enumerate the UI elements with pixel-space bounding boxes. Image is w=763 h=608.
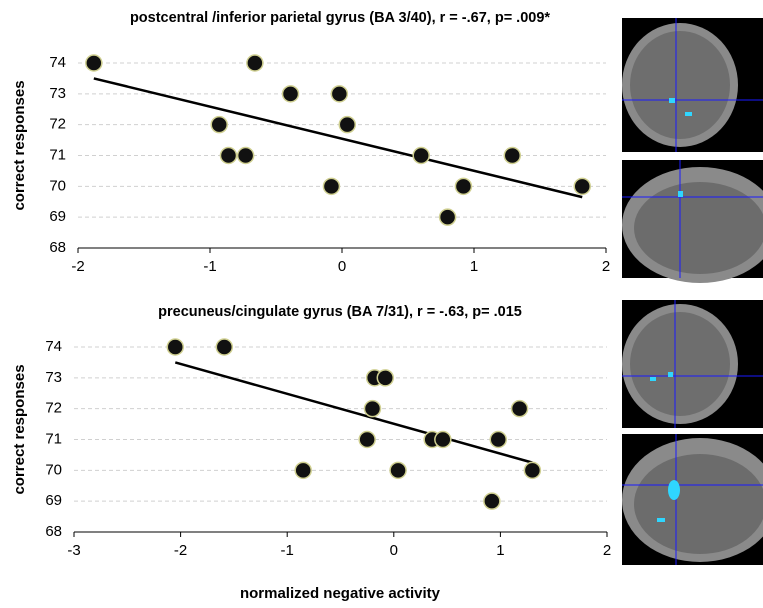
- activation: [678, 191, 683, 197]
- data-point: [339, 117, 355, 133]
- data-point: [524, 462, 540, 478]
- data-point: [238, 148, 254, 164]
- data-point: [455, 178, 471, 194]
- data-point: [220, 148, 236, 164]
- x-tick-label: 0: [390, 542, 398, 559]
- x-tick-label: 2: [603, 542, 611, 559]
- data-point: [364, 401, 380, 417]
- data-point: [167, 339, 183, 355]
- activation: [657, 518, 665, 522]
- data-point: [283, 86, 299, 102]
- data-point: [440, 209, 456, 225]
- y-axis-label: correct responses: [11, 364, 28, 494]
- y-tick-label: 68: [45, 523, 62, 540]
- data-point: [331, 86, 347, 102]
- x-tick-label: -3: [67, 542, 80, 559]
- activation: [668, 480, 680, 500]
- chart-title: precuneus/cingulate gyrus (BA 7/31), r =…: [158, 304, 522, 320]
- x-tick-label: -1: [203, 258, 216, 275]
- activation: [685, 112, 692, 116]
- data-point: [211, 117, 227, 133]
- data-point: [490, 432, 506, 448]
- data-point: [323, 178, 339, 194]
- y-tick-label: 68: [49, 239, 66, 256]
- page: postcentral /inferior parietal gyrus (BA…: [0, 0, 763, 608]
- y-tick-label: 74: [45, 338, 62, 355]
- data-point: [295, 462, 311, 478]
- x-axis-label: normalized negative activity: [240, 585, 441, 602]
- x-tick-label: -2: [174, 542, 187, 559]
- x-tick-label: 0: [338, 258, 346, 275]
- x-tick-label: -2: [71, 258, 84, 275]
- data-point: [86, 55, 102, 71]
- data-point: [247, 55, 263, 71]
- chart-title: postcentral /inferior parietal gyrus (BA…: [130, 10, 550, 26]
- data-point: [484, 493, 500, 509]
- data-point: [359, 432, 375, 448]
- y-tick-label: 71: [49, 146, 66, 163]
- activation: [669, 98, 675, 103]
- x-tick-label: 2: [602, 258, 610, 275]
- x-tick-label: 1: [470, 258, 478, 275]
- x-tick-label: 1: [496, 542, 504, 559]
- data-point: [390, 462, 406, 478]
- y-tick-label: 74: [49, 54, 66, 71]
- data-point: [512, 401, 528, 417]
- x-tick-label: -1: [281, 542, 294, 559]
- data-point: [413, 148, 429, 164]
- data-point: [435, 432, 451, 448]
- y-tick-label: 72: [45, 400, 62, 417]
- y-tick-label: 73: [45, 369, 62, 386]
- fit-line: [175, 362, 532, 462]
- data-point: [216, 339, 232, 355]
- y-tick-label: 69: [49, 208, 66, 225]
- y-tick-label: 69: [45, 492, 62, 509]
- data-point: [574, 178, 590, 194]
- activation: [668, 372, 673, 377]
- brain-images: [622, 18, 763, 565]
- brain-axial-2-inner: [630, 312, 730, 416]
- figure: postcentral /inferior parietal gyrus (BA…: [0, 0, 763, 608]
- brain-sagittal-2-inner: [634, 454, 763, 554]
- y-tick-label: 70: [45, 461, 62, 478]
- y-tick-label: 71: [45, 430, 62, 447]
- brain-axial-1-inner: [630, 31, 730, 139]
- brain-sagittal-1-inner: [634, 182, 763, 274]
- y-tick-label: 70: [49, 177, 66, 194]
- y-tick-label: 72: [49, 116, 66, 133]
- y-axis-label: correct responses: [11, 80, 28, 210]
- data-point: [377, 370, 393, 386]
- activation: [650, 377, 656, 381]
- data-point: [504, 148, 520, 164]
- y-tick-label: 73: [49, 85, 66, 102]
